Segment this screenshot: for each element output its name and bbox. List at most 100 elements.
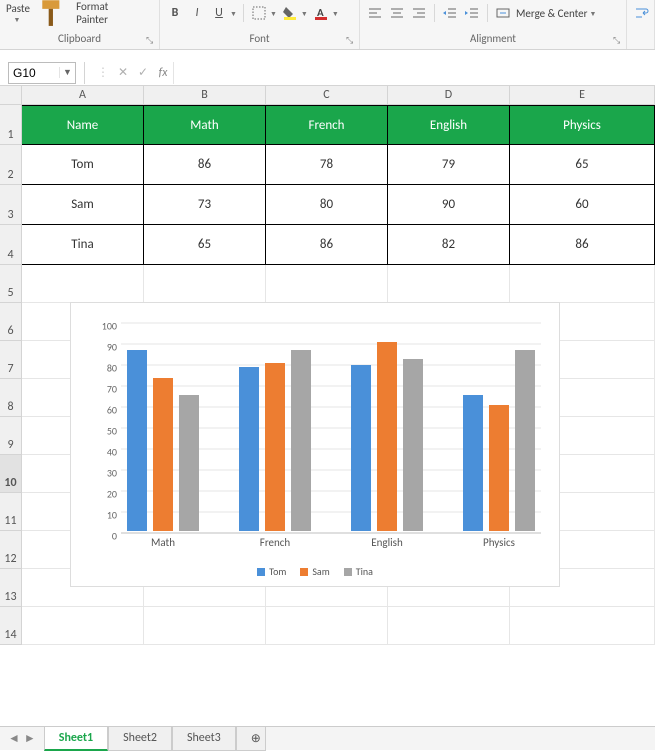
cell[interactable] bbox=[510, 607, 655, 645]
row-header[interactable]: 1 bbox=[0, 105, 22, 145]
bold-button[interactable]: B bbox=[166, 3, 184, 23]
cell[interactable] bbox=[510, 265, 655, 303]
row-header[interactable]: 13 bbox=[0, 569, 22, 607]
cell[interactable] bbox=[266, 265, 388, 303]
table-cell[interactable]: 73 bbox=[144, 185, 266, 225]
cell[interactable] bbox=[144, 607, 266, 645]
chart-y-tick-label: 60 bbox=[107, 404, 117, 417]
formula-input[interactable] bbox=[173, 62, 655, 84]
column-header[interactable]: C bbox=[266, 86, 388, 104]
sheet-tab[interactable]: Sheet1 bbox=[44, 727, 108, 751]
cell[interactable] bbox=[144, 265, 266, 303]
italic-button[interactable]: I bbox=[188, 3, 206, 23]
cancel-formula-button[interactable]: ✕ bbox=[113, 65, 133, 80]
table-header-cell[interactable]: Physics bbox=[510, 105, 655, 145]
embedded-chart[interactable]: TomSamTina 0102030405060708090100MathFre… bbox=[70, 302, 560, 587]
sheet-tab-bar: ◄ ► Sheet1Sheet2Sheet3⊕ bbox=[0, 726, 655, 750]
chart-bar bbox=[179, 395, 199, 532]
dialog-launcher-icon[interactable]: ⤡ bbox=[613, 35, 623, 45]
column-header[interactable]: A bbox=[22, 86, 144, 104]
align-right-button[interactable] bbox=[410, 3, 428, 23]
table-cell[interactable]: 86 bbox=[510, 225, 655, 265]
chart-bar bbox=[515, 350, 535, 531]
format-painter-button[interactable]: Format Painter bbox=[38, 0, 108, 30]
row-header[interactable]: 6 bbox=[0, 303, 22, 341]
font-color-button[interactable]: A bbox=[312, 3, 330, 23]
row-header[interactable]: 5 bbox=[0, 265, 22, 303]
column-header[interactable]: D bbox=[388, 86, 510, 104]
table-cell[interactable]: Sam bbox=[22, 185, 144, 225]
table-cell[interactable]: 60 bbox=[510, 185, 655, 225]
table-cell[interactable]: 86 bbox=[266, 225, 388, 265]
add-sheet-button[interactable]: ⊕ bbox=[236, 727, 266, 751]
row-header[interactable]: 8 bbox=[0, 379, 22, 417]
table-row: 3Sam73809060 bbox=[0, 185, 655, 225]
fx-icon[interactable]: fx bbox=[153, 66, 173, 80]
cell[interactable] bbox=[22, 607, 144, 645]
sheet-tab[interactable]: Sheet3 bbox=[172, 727, 236, 751]
sheet-nav-prev[interactable]: ◄ bbox=[8, 731, 20, 746]
row-header[interactable]: 3 bbox=[0, 185, 22, 225]
dialog-launcher-icon[interactable]: ⤡ bbox=[146, 35, 156, 45]
wrap-text-button[interactable] bbox=[633, 3, 651, 23]
row-header[interactable]: 2 bbox=[0, 145, 22, 185]
dialog-launcher-icon[interactable]: ⤡ bbox=[346, 35, 356, 45]
sheet-tab[interactable]: Sheet2 bbox=[108, 727, 172, 751]
ribbon: Paste ▼ Format Painter Clipboard ⤡ B I U… bbox=[0, 0, 655, 50]
name-box-input[interactable] bbox=[9, 66, 59, 80]
column-header[interactable]: B bbox=[144, 86, 266, 104]
table-header-cell[interactable]: French bbox=[266, 105, 388, 145]
underline-button[interactable]: U bbox=[210, 3, 228, 23]
chevron-down-icon[interactable]: ▼ bbox=[270, 9, 277, 18]
table-cell[interactable]: 90 bbox=[388, 185, 510, 225]
row-header[interactable]: 4 bbox=[0, 225, 22, 265]
chevron-down-icon[interactable]: ▼ bbox=[590, 9, 597, 18]
table-cell[interactable]: 65 bbox=[510, 145, 655, 185]
fill-color-button[interactable] bbox=[281, 3, 299, 23]
chevron-down-icon[interactable]: ▼ bbox=[230, 9, 237, 18]
row-header[interactable]: 14 bbox=[0, 607, 22, 645]
row-header[interactable]: 12 bbox=[0, 531, 22, 569]
chart-y-tick-label: 30 bbox=[107, 467, 117, 480]
cell[interactable] bbox=[22, 265, 144, 303]
table-cell[interactable]: 79 bbox=[388, 145, 510, 185]
align-center-button[interactable] bbox=[388, 3, 406, 23]
paste-button[interactable]: Paste ▼ bbox=[6, 2, 30, 24]
cell[interactable] bbox=[266, 607, 388, 645]
table-cell[interactable]: 82 bbox=[388, 225, 510, 265]
enter-formula-button[interactable]: ✓ bbox=[133, 65, 153, 80]
cell[interactable] bbox=[388, 265, 510, 303]
cell[interactable] bbox=[388, 607, 510, 645]
chevron-down-icon[interactable]: ▼ bbox=[332, 9, 339, 18]
align-left-button[interactable] bbox=[366, 3, 384, 23]
chevron-down-icon[interactable]: ▼ bbox=[301, 9, 308, 18]
chart-plot-area bbox=[121, 323, 539, 531]
table-cell[interactable]: Tom bbox=[22, 145, 144, 185]
legend-item: Tina bbox=[344, 565, 373, 578]
chevron-down-icon: ▼ bbox=[14, 15, 21, 24]
row-header[interactable]: 9 bbox=[0, 417, 22, 455]
table-header-cell[interactable]: Name bbox=[22, 105, 144, 145]
chart-y-tick-label: 70 bbox=[107, 383, 117, 396]
table-cell[interactable]: 86 bbox=[144, 145, 266, 185]
table-header-cell[interactable]: English bbox=[388, 105, 510, 145]
name-box[interactable]: ▼ bbox=[8, 62, 76, 84]
merge-center-button[interactable] bbox=[494, 3, 512, 23]
chevron-down-icon[interactable]: ▼ bbox=[59, 67, 75, 78]
row-header[interactable]: 7 bbox=[0, 341, 22, 379]
table-cell[interactable]: 65 bbox=[144, 225, 266, 265]
column-header[interactable]: E bbox=[510, 86, 655, 104]
increase-indent-button[interactable] bbox=[463, 3, 481, 23]
paste-label: Paste bbox=[6, 2, 30, 15]
decrease-indent-button[interactable] bbox=[441, 3, 459, 23]
borders-button[interactable] bbox=[250, 3, 268, 23]
table-cell[interactable]: Tina bbox=[22, 225, 144, 265]
row-header[interactable]: 10 bbox=[0, 455, 22, 493]
table-cell[interactable]: 80 bbox=[266, 185, 388, 225]
table-cell[interactable]: 78 bbox=[266, 145, 388, 185]
row-header[interactable]: 11 bbox=[0, 493, 22, 531]
sheet-nav-next[interactable]: ► bbox=[24, 731, 36, 746]
legend-swatch bbox=[257, 568, 265, 576]
select-all-corner[interactable] bbox=[0, 86, 22, 104]
table-header-cell[interactable]: Math bbox=[144, 105, 266, 145]
